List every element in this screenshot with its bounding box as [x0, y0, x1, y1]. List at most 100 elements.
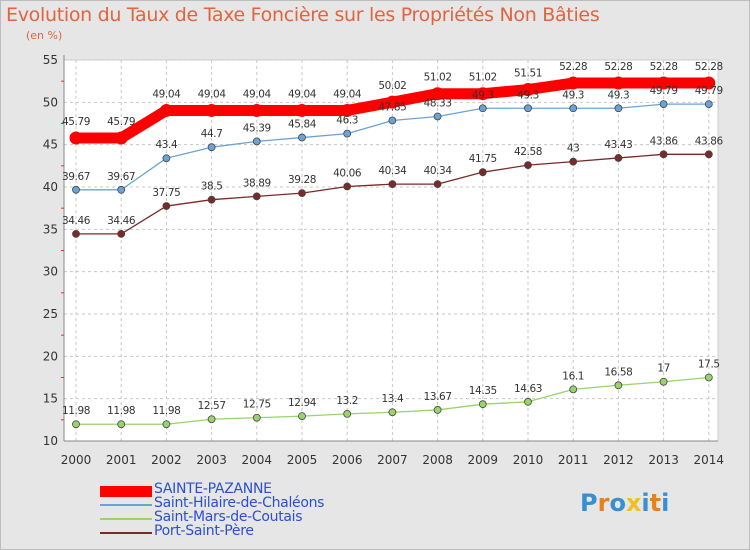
x-tick-label: 2003	[196, 453, 227, 467]
data-point-sainte-pazanne	[205, 103, 219, 117]
data-label-saint-hilaire-de-chaleons: 46.3	[336, 115, 358, 127]
legend-swatch	[100, 532, 152, 534]
data-point-port-saint-pere	[614, 154, 623, 162]
x-tick-label: 2010	[513, 453, 544, 467]
data-label-saint-mars-de-coutais: 17	[657, 363, 670, 375]
data-label-saint-mars-de-coutais: 12.94	[288, 397, 317, 409]
data-label-saint-hilaire-de-chaleons: 49.3	[517, 89, 539, 101]
data-label-sainte-pazanne: 49.04	[243, 88, 272, 100]
data-point-port-saint-pere	[207, 195, 216, 204]
data-point-saint-hilaire-de-chaleons	[524, 104, 532, 113]
y-tick-label: 55	[43, 53, 58, 67]
legend-swatch	[100, 486, 152, 497]
data-point-saint-mars-de-coutais	[388, 408, 397, 417]
logo-letter: r	[597, 489, 610, 517]
data-point-saint-mars-de-coutais	[207, 415, 216, 424]
data-point-saint-mars-de-coutais	[704, 373, 713, 382]
data-point-saint-hilaire-de-chaleons	[433, 112, 442, 121]
data-point-port-saint-pere	[524, 161, 532, 170]
data-point-sainte-pazanne	[385, 95, 399, 109]
data-point-saint-hilaire-de-chaleons	[704, 100, 713, 109]
data-label-saint-mars-de-coutais: 16.1	[562, 370, 584, 382]
data-point-port-saint-pere	[162, 202, 171, 210]
data-label-port-saint-pere: 43.43	[604, 139, 632, 151]
data-label-saint-hilaire-de-chaleons: 49.79	[650, 85, 678, 97]
data-label-sainte-pazanne: 49.04	[152, 88, 181, 100]
x-tick-label: 2005	[287, 453, 318, 467]
proxiti-logo: Proxiti	[580, 489, 669, 517]
legend-swatch	[100, 518, 152, 520]
data-point-port-saint-pere	[569, 157, 578, 166]
data-point-saint-hilaire-de-chaleons	[388, 116, 397, 125]
x-tick-label: 2002	[151, 453, 182, 467]
x-tick-label: 2004	[242, 453, 273, 467]
data-point-sainte-pazanne	[431, 87, 445, 101]
logo-letter: x	[625, 489, 642, 517]
x-tick-label: 2007	[377, 453, 408, 467]
data-point-port-saint-pere	[298, 189, 306, 197]
data-label-saint-mars-de-coutais: 16.58	[604, 366, 632, 378]
data-point-sainte-pazanne	[657, 76, 671, 90]
data-point-saint-mars-de-coutais	[343, 410, 352, 418]
data-point-saint-mars-de-coutais	[162, 420, 171, 429]
data-label-port-saint-pere: 42.58	[514, 146, 542, 158]
data-label-saint-mars-de-coutais: 12.57	[198, 400, 226, 412]
y-tick-label: 30	[43, 265, 58, 279]
data-point-sainte-pazanne	[521, 83, 535, 97]
data-label-sainte-pazanne: 52.28	[650, 61, 678, 73]
data-label-sainte-pazanne: 52.28	[604, 61, 632, 73]
data-label-saint-mars-de-coutais: 13.67	[424, 391, 452, 403]
data-point-saint-hilaire-de-chaleons	[659, 100, 668, 109]
data-point-saint-mars-de-coutais	[614, 381, 623, 390]
data-label-sainte-pazanne: 45.79	[107, 116, 135, 128]
y-tick-label: 10	[43, 434, 58, 448]
data-label-port-saint-pere: 34.46	[107, 215, 136, 227]
data-point-sainte-pazanne	[295, 103, 309, 117]
data-point-port-saint-pere	[478, 168, 487, 177]
data-label-saint-mars-de-coutais: 11.98	[62, 405, 90, 417]
data-point-port-saint-pere	[433, 180, 442, 189]
data-label-sainte-pazanne: 49.04	[333, 88, 362, 100]
data-label-port-saint-pere: 43.86	[695, 135, 724, 147]
data-label-sainte-pazanne: 52.28	[695, 61, 723, 73]
data-point-saint-hilaire-de-chaleons	[252, 137, 261, 146]
data-label-sainte-pazanne: 50.02	[378, 80, 406, 92]
data-label-port-saint-pere: 40.06	[333, 167, 362, 179]
data-label-saint-mars-de-coutais: 13.4	[382, 393, 404, 405]
x-tick-label: 2009	[468, 453, 499, 467]
data-point-saint-hilaire-de-chaleons	[343, 129, 352, 138]
data-point-sainte-pazanne	[476, 87, 490, 101]
data-label-sainte-pazanne: 51.02	[424, 72, 452, 84]
data-label-port-saint-pere: 39.28	[288, 174, 316, 186]
data-label-port-saint-pere: 37.75	[152, 187, 180, 199]
data-label-saint-mars-de-coutais: 11.98	[107, 405, 135, 417]
data-label-saint-hilaire-de-chaleons: 49.3	[608, 89, 630, 101]
data-label-saint-hilaire-de-chaleons: 45.84	[288, 119, 317, 131]
x-tick-label: 2008	[422, 453, 453, 467]
legend-label: Port-Saint-Père	[154, 523, 254, 539]
data-point-saint-mars-de-coutais	[298, 412, 306, 421]
data-label-port-saint-pere: 38.89	[243, 177, 271, 189]
x-tick-label: 2011	[558, 453, 589, 467]
legend-label: Saint-Hilaire-de-Chaléons	[154, 495, 325, 511]
data-point-sainte-pazanne	[250, 103, 264, 117]
data-point-saint-mars-de-coutais	[478, 400, 487, 409]
data-label-saint-hilaire-de-chaleons: 39.67	[107, 171, 135, 183]
data-point-port-saint-pere	[388, 180, 397, 189]
data-label-sainte-pazanne: 51.02	[469, 72, 497, 84]
y-tick-label: 45	[43, 138, 58, 152]
x-tick-label: 2012	[603, 453, 634, 467]
data-point-saint-mars-de-coutais	[659, 377, 668, 386]
x-tick-label: 2013	[648, 453, 679, 467]
data-point-saint-hilaire-de-chaleons	[569, 104, 578, 113]
logo-letter: o	[609, 489, 626, 517]
data-label-sainte-pazanne: 51.51	[514, 68, 542, 80]
y-tick-label: 40	[43, 180, 58, 194]
data-label-sainte-pazanne: 52.28	[559, 61, 587, 73]
logo-letter: i	[661, 489, 670, 517]
data-label-saint-hilaire-de-chaleons: 44.7	[201, 128, 223, 140]
data-label-saint-hilaire-de-chaleons: 49.3	[562, 89, 584, 101]
data-point-saint-hilaire-de-chaleons	[72, 185, 80, 194]
x-tick-label: 2001	[106, 453, 137, 467]
data-label-saint-hilaire-de-chaleons: 49.3	[472, 89, 494, 101]
